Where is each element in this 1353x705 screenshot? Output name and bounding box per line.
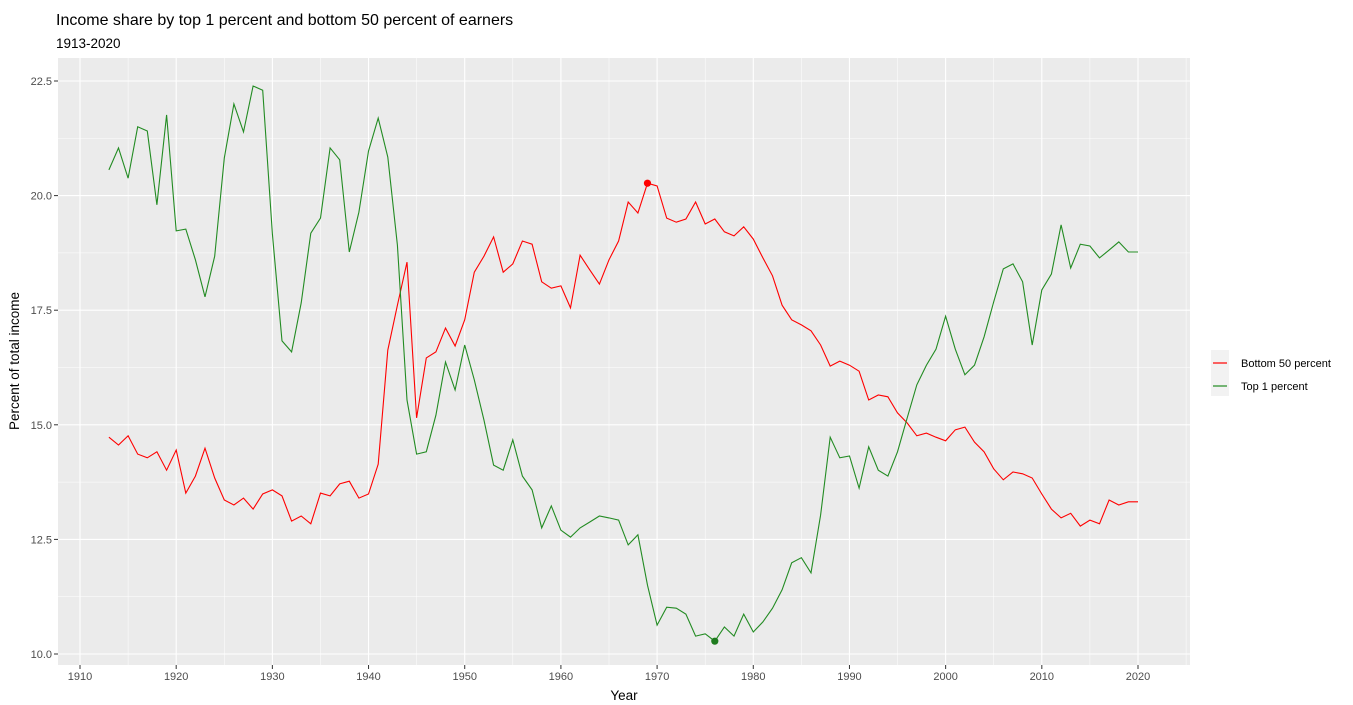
plot-panel (58, 58, 1190, 665)
min-top-1-point (711, 637, 719, 645)
y-tick-label: 15.0 (31, 420, 52, 432)
x-tick-label: 1950 (452, 671, 476, 683)
bottom-50-percent-line (108, 182, 1138, 527)
x-tick-label: 2000 (933, 671, 957, 683)
legend-key-background (1211, 350, 1229, 396)
x-tick-label: 1990 (837, 671, 861, 683)
legend-label-bottom-50: Bottom 50 percent (1241, 358, 1331, 370)
max-bottom-50-point (643, 179, 652, 187)
y-tick-label: 20.0 (31, 191, 52, 203)
y-tick-label: 17.5 (31, 305, 52, 317)
x-tick-label: 1920 (164, 671, 188, 683)
x-tick-label: 1980 (741, 671, 765, 683)
x-axis-label: Year (610, 688, 638, 703)
y-tick-label: 22.5 (31, 76, 52, 88)
grid (58, 58, 1190, 665)
y-axis: 10.0 12.5 15.0 17.5 20.0 22.5 (31, 76, 58, 661)
chart-title: Income share by top 1 percent and bottom… (56, 12, 513, 29)
x-tick-label: 2020 (1126, 671, 1150, 683)
y-tick-label: 12.5 (31, 534, 52, 546)
x-tick-label: 1970 (645, 671, 669, 683)
legend: Bottom 50 percent Top 1 percent (1211, 350, 1331, 396)
chart-subtitle: 1913-2020 (56, 36, 121, 51)
x-tick-label: 1910 (68, 671, 92, 683)
y-tick-label: 10.0 (31, 649, 52, 661)
x-tick-label: 1960 (549, 671, 573, 683)
x-tick-label: 2010 (1030, 671, 1054, 683)
series-lines (108, 85, 1138, 645)
x-tick-label: 1940 (356, 671, 380, 683)
y-axis-label: Percent of total income (7, 292, 22, 430)
legend-label-top-1: Top 1 percent (1241, 381, 1308, 393)
x-tick-label: 1930 (260, 671, 284, 683)
x-axis: 1910 1920 1930 1940 1950 1960 1970 1980 1990 2000… (68, 665, 1150, 683)
top-1-percent-line (108, 85, 1138, 642)
